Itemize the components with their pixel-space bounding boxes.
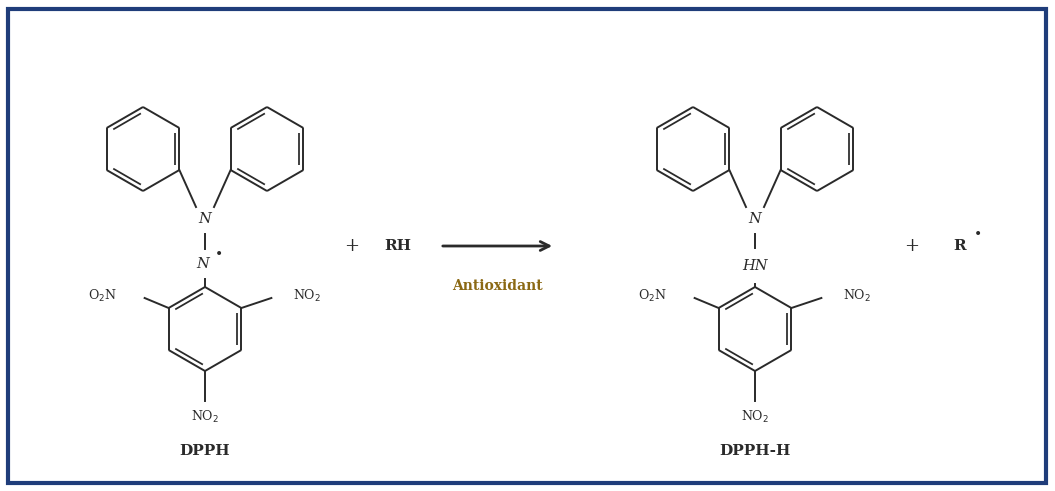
Text: RH: RH — [384, 239, 411, 253]
Text: NO$_2$: NO$_2$ — [741, 409, 769, 425]
Text: HN: HN — [743, 259, 768, 273]
Text: •: • — [974, 227, 982, 241]
Text: Antioxidant: Antioxidant — [453, 279, 543, 293]
Text: O$_2$N: O$_2$N — [88, 288, 117, 304]
Text: N: N — [198, 212, 211, 226]
Text: +: + — [345, 237, 360, 255]
Text: O$_2$N: O$_2$N — [638, 288, 667, 304]
Text: +: + — [904, 237, 920, 255]
Text: N: N — [749, 212, 762, 226]
Text: NO$_2$: NO$_2$ — [843, 288, 871, 304]
Text: DPPH-H: DPPH-H — [720, 444, 790, 458]
Text: •: • — [215, 247, 223, 261]
Text: NO$_2$: NO$_2$ — [293, 288, 322, 304]
Text: NO$_2$: NO$_2$ — [191, 409, 219, 425]
Text: N: N — [196, 257, 209, 271]
Text: DPPH: DPPH — [179, 444, 230, 458]
Text: R: R — [954, 239, 966, 253]
